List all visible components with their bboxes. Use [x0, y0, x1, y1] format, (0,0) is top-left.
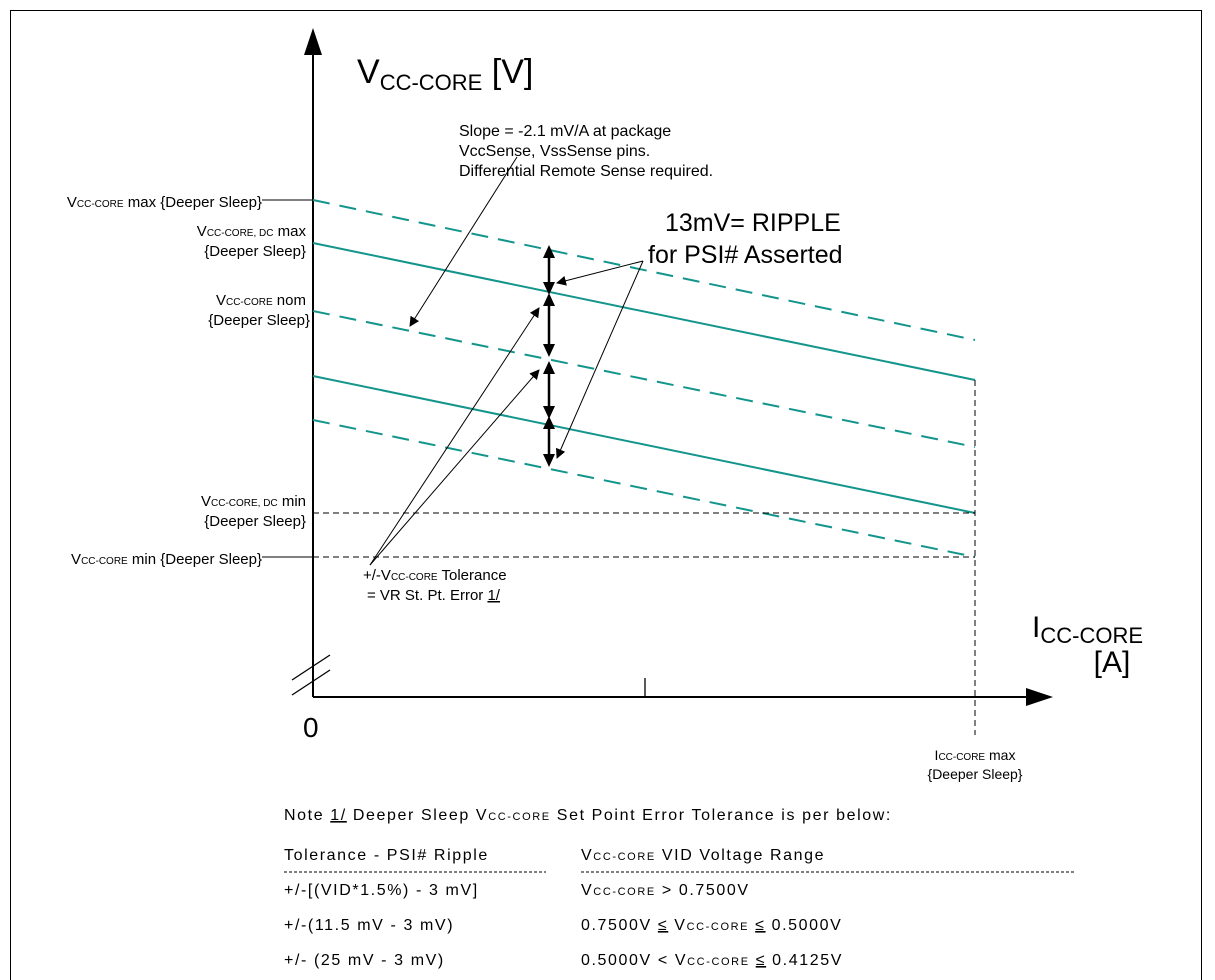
ripple-arrow-head-icon: [543, 282, 555, 295]
vnom-upper-load-line: [312, 310, 976, 448]
vnom-label-line2: {Deeper Sleep}: [208, 312, 310, 329]
vmax-label: VCC-CORE max {Deeper Sleep}: [67, 194, 262, 211]
vmin-load-line: [312, 419, 976, 558]
ripple-arrow-head-icon: [543, 416, 555, 429]
vmin-label: VCC-CORE min {Deeper Sleep}: [71, 551, 262, 568]
ripple-pointer-lower: [556, 260, 644, 459]
imax-label: ICC-CORE max: [935, 747, 1016, 763]
load-lines: [312, 199, 976, 558]
table-row: +/-(11.5 mV - 3 mV) 0.7500V ≤ VCC-CORE ≤…: [284, 917, 842, 934]
x-axis-title: ICC-CORE: [1032, 611, 1143, 648]
x-axis-unit: [A]: [1094, 646, 1131, 679]
tol-pointer-lower: [369, 369, 540, 566]
tolerance-annotation: +/-VCC-CORE Tolerance: [363, 567, 507, 584]
tol-pointer-upper: [369, 307, 540, 566]
y-axis-arrow-icon: [304, 28, 322, 55]
table-row: +/- (25 mV - 3 mV) 0.5000V < VCC-CORE ≤ …: [284, 952, 843, 969]
table-cell-tolerance: +/-(11.5 mV - 3 mV): [284, 917, 454, 934]
slope-annotation-line1: Slope = -2.1 mV/A at package: [459, 123, 671, 140]
imax-label-line2: {Deeper Sleep}: [928, 766, 1023, 782]
slope-pointer: [409, 156, 518, 327]
vdc-lower-load-line: [312, 375, 976, 514]
ripple-annotation-line1: 13mV= RIPPLE: [665, 209, 841, 237]
slope-annotation-line3: Differential Remote Sense required.: [459, 163, 713, 180]
slope-annotation-line2: VccSense, VssSense pins.: [459, 143, 650, 160]
figure-frame: [10, 10, 1202, 980]
vdcmax-load-line: [312, 242, 976, 381]
table-header-tolerance: Tolerance - PSI# Ripple: [284, 847, 489, 864]
ripple-arrow-head-icon: [543, 454, 555, 467]
note-text: Note 1/ Deeper Sleep VCC-CORE Set Point …: [284, 807, 892, 824]
vnom-label: VCC-CORE nom: [216, 292, 306, 309]
ripple-annotation-line2: for PSI# Asserted: [648, 241, 843, 269]
x-axis-arrow-icon: [1026, 688, 1053, 706]
table-cell-tolerance: +/-[(VID*1.5%) - 3 mV]: [284, 882, 479, 899]
axis-break-mark: [291, 654, 331, 681]
ripple-arrow-head-icon: [543, 293, 555, 306]
y-axis-title: VCC-CORE [V]: [357, 53, 533, 95]
tolerance-table: Tolerance - PSI# Ripple VCC-CORE VID Vol…: [284, 847, 1076, 969]
table-cell-range: 0.5000V < VCC-CORE ≤ 0.4125V: [581, 952, 843, 969]
origin-label: 0: [303, 712, 319, 743]
ripple-arrow-head-icon: [543, 344, 555, 357]
ripple-pointer-upper: [556, 260, 644, 286]
axis-break-mark: [291, 669, 331, 696]
vdcmax-label-line2: {Deeper Sleep}: [204, 243, 306, 260]
ripple-arrow-head-icon: [543, 245, 555, 258]
table-cell-range: 0.7500V ≤ VCC-CORE ≤ 0.5000V: [581, 917, 842, 934]
table-cell-range: VCC-CORE > 0.7500V: [581, 882, 750, 899]
vdcmax-label: VCC-CORE, DC max: [197, 223, 307, 240]
table-row: +/-[(VID*1.5%) - 3 mV] VCC-CORE > 0.7500…: [284, 882, 750, 899]
ripple-arrow-head-icon: [543, 361, 555, 374]
ripple-arrow-head-icon: [543, 406, 555, 419]
tolerance-annotation-line2: = VR St. Pt. Error 1/: [367, 587, 501, 604]
table-cell-tolerance: +/- (25 mV - 3 mV): [284, 952, 445, 969]
table-header-range: VCC-CORE VID Voltage Range: [581, 847, 825, 864]
pointer-arrows: [369, 156, 644, 566]
vdcmin-label: VCC-CORE, DC min: [201, 493, 306, 510]
vdcmin-label-line2: {Deeper Sleep}: [204, 513, 306, 530]
vmax-load-line: [312, 199, 976, 341]
ripple-arrows: [543, 245, 555, 467]
